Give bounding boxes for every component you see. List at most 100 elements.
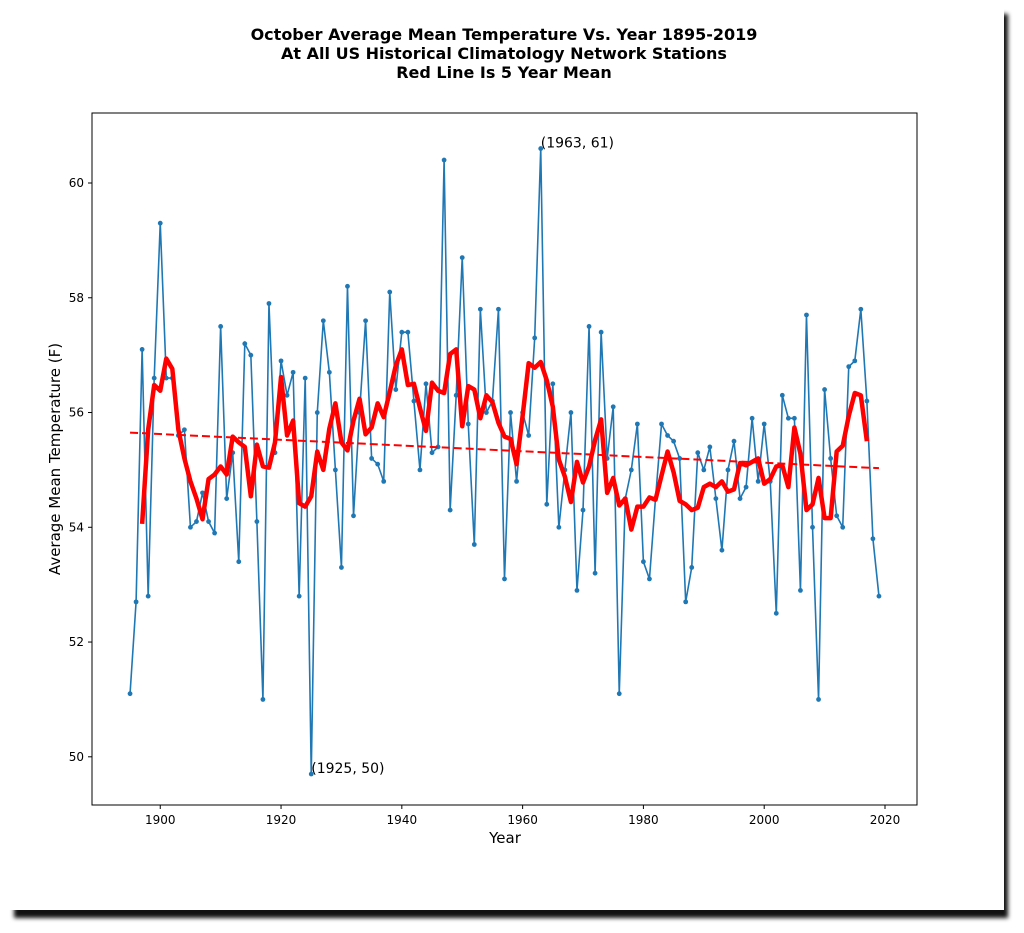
temperature-data-point bbox=[502, 576, 507, 582]
temperature-data-point bbox=[441, 157, 447, 163]
temperature-data-point bbox=[182, 427, 187, 433]
trend-line bbox=[130, 431, 879, 470]
temperature-data-point bbox=[151, 375, 157, 381]
temperature-data-point bbox=[339, 565, 344, 570]
temperature-data-point bbox=[218, 324, 224, 329]
chart-title-line-1: October Average Mean Temperature Vs. Yea… bbox=[251, 25, 758, 44]
temperature-data-point bbox=[471, 542, 477, 547]
temperature-data-point bbox=[725, 467, 731, 473]
temperature-data-point bbox=[628, 467, 634, 473]
temperature-data-point bbox=[641, 559, 646, 565]
y-tick-label: 56 bbox=[69, 406, 84, 420]
temperature-data-point bbox=[405, 329, 411, 335]
temperature-data-point bbox=[423, 381, 429, 387]
temperature-data-point bbox=[127, 691, 133, 697]
temperature-data-point bbox=[580, 507, 586, 513]
temperature-data-point bbox=[870, 536, 876, 542]
chart-panel: October Average Mean Temperature Vs. Yea… bbox=[46, 25, 918, 847]
temperature-data-point bbox=[453, 392, 459, 398]
temperature-data-point bbox=[719, 547, 725, 553]
temperature-data-point bbox=[429, 450, 435, 456]
x-tick-label: 1920 bbox=[266, 813, 297, 827]
temperature-data-point bbox=[393, 387, 399, 392]
temperature-data-point bbox=[659, 421, 664, 427]
temperature-data-point bbox=[248, 352, 254, 358]
temperature-data-point bbox=[242, 341, 248, 347]
temperature-data-point bbox=[278, 358, 284, 364]
temperature-data-point bbox=[834, 513, 840, 519]
temperature-data-point bbox=[828, 456, 834, 461]
temperature-data-point bbox=[266, 301, 272, 306]
temperature-data-point bbox=[683, 599, 689, 605]
temperature-data-point bbox=[351, 513, 356, 519]
temperature-data-point bbox=[206, 519, 211, 524]
temperature-data-point bbox=[212, 530, 218, 536]
temperature-data-point bbox=[677, 456, 683, 461]
temperature-data-point bbox=[647, 576, 652, 582]
temperature-data-point bbox=[145, 593, 151, 599]
temperature-data-point bbox=[791, 415, 797, 421]
temperature-data-point bbox=[665, 433, 670, 438]
temperature-data-point bbox=[731, 438, 737, 444]
x-tick-label: 1900 bbox=[145, 813, 176, 827]
temperature-data-point bbox=[320, 318, 326, 324]
temperature-data-point bbox=[538, 146, 544, 151]
temperature-data-point bbox=[369, 456, 375, 461]
x-axis-label: Year bbox=[488, 829, 522, 847]
temperature-data-point bbox=[810, 524, 815, 530]
y-tick-label: 50 bbox=[69, 750, 84, 764]
temperature-data-point bbox=[363, 318, 368, 324]
temperature-data-point bbox=[550, 381, 556, 387]
temperature-data-point bbox=[671, 438, 677, 444]
temperature-data-point bbox=[157, 220, 163, 226]
temperature-data-point bbox=[785, 415, 791, 421]
temperature-data-point bbox=[695, 450, 701, 456]
temperature-data-point bbox=[188, 524, 193, 530]
temperature-data-point bbox=[194, 519, 199, 524]
temperature-data-point bbox=[804, 312, 809, 318]
temperature-data-point bbox=[332, 467, 338, 473]
temperature-data-point bbox=[592, 570, 598, 576]
temperature-data-point bbox=[701, 467, 707, 473]
temperature-data-point bbox=[465, 421, 471, 427]
temperature-data-point bbox=[496, 306, 501, 312]
temperature-data-point bbox=[459, 255, 465, 260]
temperature-data-point bbox=[290, 369, 296, 375]
temperature-data-point bbox=[296, 593, 302, 599]
temperature-data-point bbox=[864, 398, 870, 404]
y-tick-label: 52 bbox=[69, 635, 84, 649]
temperature-data-point bbox=[302, 375, 308, 381]
temperature-data-point bbox=[822, 387, 827, 392]
temperature-data-point bbox=[284, 392, 290, 398]
x-tick-label: 2000 bbox=[749, 813, 780, 827]
temperature-data-point bbox=[707, 444, 713, 450]
y-axis-label: Average Mean Temperature (F) bbox=[46, 343, 64, 575]
temperature-data-point bbox=[773, 610, 779, 616]
temperature-data-point bbox=[483, 410, 489, 415]
temperature-data-point bbox=[634, 421, 640, 427]
temperature-data-point bbox=[399, 329, 405, 335]
temperature-data-point bbox=[224, 496, 230, 501]
x-tick-label: 1940 bbox=[387, 813, 418, 827]
temperature-data-point bbox=[749, 415, 755, 421]
temperature-data-point bbox=[743, 484, 749, 490]
temperature-data-point bbox=[308, 771, 314, 777]
x-tick-label: 1960 bbox=[507, 813, 538, 827]
y-tick-label: 60 bbox=[69, 176, 84, 190]
temperature-data-point bbox=[139, 347, 145, 352]
temperature-data-point bbox=[532, 335, 538, 341]
temperature-data-point bbox=[326, 369, 332, 375]
temperature-data-point bbox=[616, 691, 622, 697]
temperature-data-point bbox=[846, 364, 852, 370]
temperature-data-point bbox=[526, 433, 532, 438]
plot-area: 1900 1920 1940 1960 1980 2000 2020 50 52 54 56 58 60… bbox=[69, 112, 918, 827]
temperature-data-point bbox=[586, 324, 592, 329]
temperature-data-point bbox=[411, 398, 417, 404]
temperature-data-point bbox=[761, 421, 767, 427]
temperature-data-point bbox=[689, 565, 695, 570]
temperature-data-point bbox=[840, 524, 846, 530]
y-tick-label: 58 bbox=[69, 291, 84, 305]
temperature-data-point bbox=[133, 599, 139, 605]
temperature-data-point bbox=[200, 490, 205, 496]
